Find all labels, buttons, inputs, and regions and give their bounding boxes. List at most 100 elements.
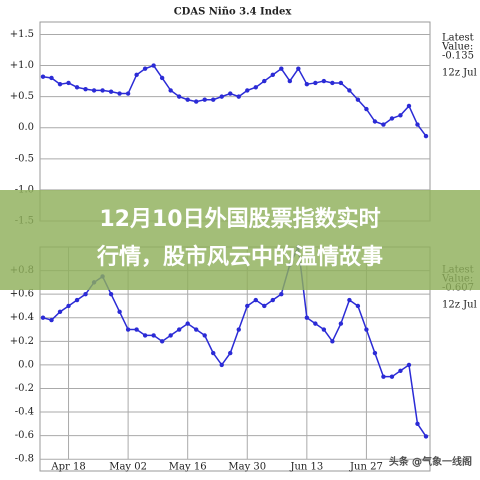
data-point bbox=[381, 374, 386, 379]
data-point bbox=[253, 85, 258, 90]
data-point bbox=[159, 75, 165, 81]
data-point bbox=[228, 91, 233, 96]
data-point bbox=[423, 434, 429, 439]
data-point bbox=[108, 291, 114, 297]
data-point bbox=[117, 309, 122, 315]
y-tick-label: -0.6 bbox=[15, 430, 34, 441]
data-point bbox=[279, 291, 284, 297]
data-point bbox=[108, 89, 114, 94]
data-point bbox=[304, 315, 310, 320]
y-tick-label: +0.6 bbox=[10, 289, 34, 300]
data-point bbox=[57, 309, 63, 315]
data-point bbox=[389, 116, 395, 121]
annotation: -0.135 bbox=[442, 51, 474, 62]
x-tick-label: Jun 13 bbox=[289, 462, 323, 473]
data-point bbox=[347, 88, 352, 93]
data-point bbox=[83, 86, 88, 92]
series-line bbox=[42, 64, 427, 137]
overlay-band bbox=[0, 190, 480, 290]
x-tick-label: May 02 bbox=[109, 462, 147, 473]
data-point bbox=[125, 327, 131, 332]
data-point bbox=[338, 321, 344, 326]
y-tick-label: +1.5 bbox=[10, 29, 34, 40]
data-point bbox=[219, 94, 224, 99]
data-point bbox=[74, 85, 80, 90]
data-point bbox=[262, 78, 267, 84]
data-point bbox=[355, 97, 361, 102]
data-point bbox=[134, 72, 139, 78]
data-point bbox=[211, 97, 216, 102]
data-point bbox=[372, 119, 378, 124]
data-point bbox=[406, 103, 412, 109]
data-point bbox=[330, 339, 335, 344]
y-tick-label: -1.0 bbox=[15, 184, 34, 195]
data-point bbox=[142, 66, 148, 71]
annotation: Value: bbox=[441, 42, 473, 53]
data-point bbox=[423, 133, 429, 139]
watermark: 头条 @气象一线阁 bbox=[389, 455, 472, 468]
data-point bbox=[185, 321, 190, 326]
data-point bbox=[134, 327, 139, 332]
data-point bbox=[142, 333, 148, 338]
data-point bbox=[372, 350, 378, 356]
y-tick-label: 0.0 bbox=[18, 359, 34, 370]
data-point bbox=[262, 303, 267, 309]
data-point bbox=[296, 66, 301, 71]
data-point bbox=[287, 78, 293, 84]
data-point bbox=[74, 297, 80, 303]
data-point bbox=[49, 317, 54, 323]
data-point bbox=[202, 97, 207, 102]
data-point bbox=[406, 362, 412, 368]
data-point bbox=[279, 66, 284, 71]
x-tick-label: Apr 18 bbox=[50, 462, 85, 473]
x-tick-label: May 16 bbox=[169, 462, 207, 473]
data-point bbox=[364, 106, 369, 112]
overlay-title: 行情，股市风云中的温情故事 bbox=[96, 244, 383, 270]
data-point bbox=[245, 303, 250, 309]
overlay-title: 12月10日外国股票指数实时 bbox=[99, 206, 380, 232]
chart-title: CDAS Niño 3.4 Index bbox=[174, 7, 293, 18]
y-tick-label: -0.8 bbox=[15, 454, 34, 465]
x-tick-label: May 30 bbox=[228, 462, 266, 473]
data-point bbox=[228, 350, 233, 356]
data-point bbox=[159, 339, 165, 344]
y-tick-label: 0.0 bbox=[18, 122, 34, 133]
y-tick-label: -0.2 bbox=[15, 383, 34, 394]
data-point bbox=[151, 333, 156, 338]
data-point bbox=[245, 88, 250, 93]
plot-frame bbox=[39, 21, 431, 222]
data-point bbox=[57, 81, 63, 87]
data-point bbox=[194, 327, 199, 332]
data-point bbox=[321, 78, 327, 84]
data-point bbox=[40, 315, 46, 320]
data-point bbox=[355, 303, 361, 309]
data-point bbox=[313, 321, 318, 326]
y-tick-label: +1.0 bbox=[10, 60, 34, 71]
data-point bbox=[313, 80, 318, 86]
data-point bbox=[91, 88, 97, 93]
data-point bbox=[415, 122, 420, 127]
annotation: 12z Jul 11 bbox=[442, 300, 480, 311]
data-point bbox=[66, 80, 71, 86]
data-point bbox=[389, 374, 395, 379]
data-point bbox=[398, 368, 403, 373]
data-point bbox=[253, 297, 258, 303]
y-tick-label: +0.2 bbox=[10, 336, 34, 347]
data-point bbox=[415, 421, 420, 427]
y-tick-label: +0.5 bbox=[10, 91, 34, 102]
x-tick-label: Jun 27 bbox=[349, 462, 383, 473]
data-point bbox=[151, 63, 156, 68]
y-tick-label: +0.4 bbox=[10, 312, 34, 323]
data-point bbox=[364, 327, 369, 332]
y-tick-label: -0.4 bbox=[15, 407, 34, 418]
data-point bbox=[49, 75, 54, 81]
data-point bbox=[236, 327, 241, 332]
data-point bbox=[117, 91, 122, 96]
data-point bbox=[304, 81, 310, 87]
data-point bbox=[211, 350, 216, 356]
data-point bbox=[100, 88, 105, 93]
data-point bbox=[381, 122, 386, 127]
data-point bbox=[330, 80, 335, 86]
data-point bbox=[66, 303, 71, 309]
